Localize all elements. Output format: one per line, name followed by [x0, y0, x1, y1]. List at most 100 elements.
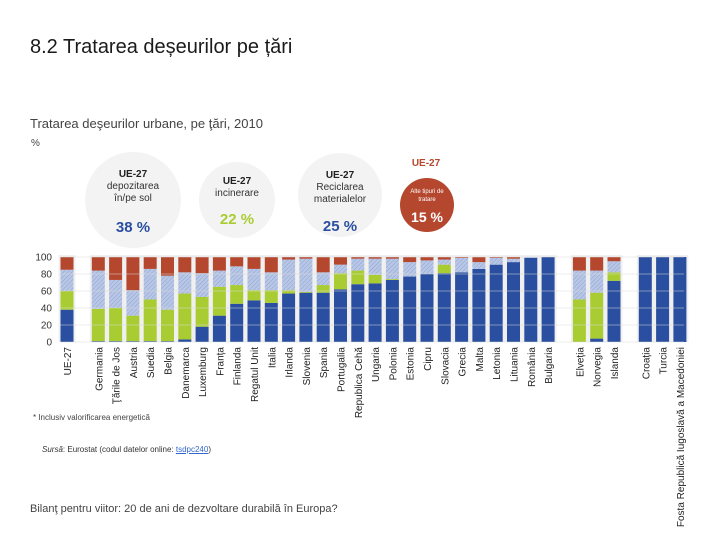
x-tick-label: România: [527, 347, 538, 387]
x-tick-label: Slovacia: [440, 347, 451, 385]
x-tick-label: Spania: [319, 347, 330, 379]
legend-value-incineration: 22 %: [220, 211, 254, 228]
bar-segment: [282, 293, 296, 342]
bar-segment: [368, 274, 382, 284]
bar-segment: [316, 292, 330, 342]
y-tick-label: 0: [46, 338, 52, 349]
bar-segment: [351, 284, 365, 342]
bar-segment: [455, 272, 469, 342]
bar-segment: [607, 261, 621, 273]
bar-segment: [247, 290, 261, 301]
legend-bubble-recycling: [298, 153, 382, 237]
legend-label-incineration: incinerare: [215, 188, 259, 199]
x-tick-label: Grecia: [458, 347, 469, 377]
x-tick-label: Malta: [475, 347, 486, 372]
x-tick-label: Suedia: [146, 347, 157, 379]
bar-segment: [673, 257, 687, 342]
legend-top-label: UE-27: [412, 158, 441, 169]
x-tick-label: Turcia: [659, 347, 670, 375]
x-tick-label: Regatul Unit: [250, 347, 261, 402]
bar-segment: [607, 257, 621, 262]
bar-segment: [195, 326, 209, 342]
bar-segment: [126, 315, 140, 342]
x-tick-label: Italia: [267, 347, 278, 369]
bar-segment: [507, 262, 520, 342]
x-tick-label: Slovenia: [302, 347, 313, 386]
bar-segment: [264, 272, 278, 291]
bar-segment: [368, 283, 382, 342]
bar-segment: [572, 270, 586, 300]
bar-segment: [161, 341, 174, 342]
bar-segment: [590, 292, 604, 339]
bar-segment: [230, 257, 244, 267]
footnote: * Inclusiv valorificarea energetică: [33, 413, 150, 422]
bar-segment: [656, 257, 670, 342]
bar-segment: [161, 275, 174, 310]
bar-segment: [524, 257, 538, 258]
bar-segment: [230, 285, 244, 304]
bar-segment: [247, 300, 261, 342]
legend-bubble-other: [400, 178, 454, 232]
x-tick-label: Finlanda: [233, 347, 244, 386]
x-tick-label: Luxemburg: [198, 347, 209, 397]
x-tick-label: UE-27: [63, 347, 74, 376]
source-text: : Eurostat (codul datelor online:: [62, 445, 176, 454]
bar-segment: [489, 264, 503, 342]
bar-segment: [264, 302, 278, 342]
bar-segment: [607, 280, 621, 342]
bar-segment: [178, 339, 192, 342]
bar-segment: [403, 257, 417, 263]
bar-segment: [109, 257, 123, 280]
bar-segment: [316, 285, 330, 293]
legend-label-landfill: depozitarea: [107, 181, 160, 192]
bars-layer: [60, 257, 687, 342]
bar-segment: [143, 268, 157, 300]
bar-segment: [230, 266, 244, 286]
bar-segment: [282, 259, 296, 291]
x-tick-label: Cipru: [423, 347, 434, 371]
bar-segment: [316, 257, 330, 273]
x-axis-labels: UE-27 Germania Ţările de Jos Austria Suedia B…: [63, 347, 687, 528]
bar-segment: [351, 270, 365, 285]
x-tick-label: Norvegia: [593, 347, 604, 387]
bar-segment: [607, 272, 621, 281]
bar-segment: [368, 257, 382, 259]
x-tick-label: Danemarca: [181, 347, 192, 399]
bar-segment: [572, 257, 586, 271]
bar-segment: [489, 257, 503, 258]
x-tick-label: Bulgaria: [544, 347, 555, 384]
bar-segment: [472, 262, 486, 269]
legend-bubble-landfill: [85, 152, 181, 248]
bar-segment: [437, 259, 451, 265]
source-link[interactable]: tsdpc240: [175, 445, 209, 454]
bar-segment: [472, 257, 486, 263]
bar-segment: [212, 286, 226, 316]
y-tick-label: 60: [41, 287, 53, 298]
legend-label-landfill: în/pe sol: [113, 193, 152, 204]
x-tick-label: Portugalia: [337, 347, 348, 392]
x-tick-label: Letonia: [492, 347, 503, 380]
bar-segment: [334, 264, 347, 274]
bar-segment: [212, 315, 226, 342]
unit-label: %: [31, 138, 40, 149]
bar-segment: [590, 338, 604, 342]
bar-segment: [178, 257, 192, 273]
legend-label-other: Alte tipuri de: [410, 189, 444, 195]
x-tick-label: Lituania: [510, 347, 521, 382]
bar-segment: [126, 290, 140, 316]
bar-segment: [143, 257, 157, 269]
bar-segment: [282, 290, 296, 294]
bar-segment: [385, 279, 399, 342]
bar-segment: [590, 270, 604, 293]
y-tick-label: 80: [41, 270, 53, 281]
bar-segment: [247, 257, 261, 269]
bar-segment: [109, 308, 123, 342]
bar-segment: [385, 279, 399, 280]
bar-segment: [299, 292, 313, 342]
bar-segment: [60, 257, 74, 270]
legend-label-other: tratare: [418, 197, 436, 203]
bar-segment: [143, 299, 157, 342]
bar-segment: [195, 296, 209, 327]
bar-segment: [91, 270, 105, 309]
bar-segment: [60, 309, 74, 342]
